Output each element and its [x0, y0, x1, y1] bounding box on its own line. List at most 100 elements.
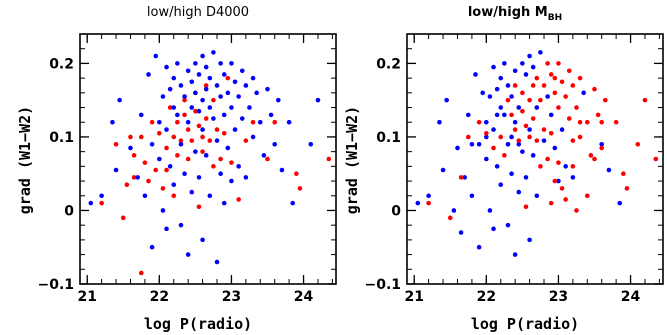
scatter-point-red: [570, 164, 576, 169]
scatter-point-blue: [512, 252, 518, 257]
scatter-point-blue: [149, 141, 155, 147]
scatter-point-red: [171, 134, 177, 140]
scatter-point-red: [541, 83, 547, 88]
scatter-point-blue: [171, 105, 177, 110]
scatter-point-blue: [203, 153, 209, 158]
scatter-point-blue: [178, 141, 184, 147]
scatter-point-blue: [167, 164, 173, 169]
scatter-point-red: [548, 200, 554, 206]
scatter-point-blue: [232, 79, 238, 85]
scatter-point-red: [160, 186, 166, 191]
scatter-point-red: [545, 61, 550, 66]
scatter-point-red: [574, 105, 579, 110]
x-tick-label: 23: [222, 289, 241, 305]
scatter-point-blue: [207, 75, 213, 81]
panel-left-ticks: 21 22 23 24 −0.1 0 0.1 0.2: [37, 33, 336, 305]
scatter-point-blue: [276, 97, 281, 103]
scatter-point-blue: [135, 175, 140, 180]
scatter-point-blue: [157, 156, 162, 162]
scatter-point-red: [516, 138, 522, 143]
scatter-point-blue: [484, 156, 489, 162]
scatter-point-blue: [286, 119, 292, 125]
scatter-point-red: [548, 130, 554, 136]
scatter-point-red: [512, 127, 518, 132]
scatter-point-blue: [207, 193, 213, 199]
scatter-point-red: [635, 141, 641, 147]
scatter-point-blue: [88, 200, 94, 206]
scatter-point-blue: [272, 141, 278, 147]
scatter-point-blue: [221, 72, 227, 77]
scatter-point-blue: [473, 72, 478, 77]
scatter-point-blue: [502, 61, 507, 66]
scatter-point-blue: [229, 178, 234, 184]
scatter-point-blue: [178, 83, 184, 88]
scatter-point-red: [502, 153, 507, 158]
scatter-point-red: [559, 79, 565, 85]
scatter-point-red: [642, 97, 648, 103]
panel-right-title: low/high MBH: [468, 5, 562, 23]
scatter-point-blue: [193, 90, 198, 96]
scatter-point-blue: [509, 171, 514, 177]
scatter-point-blue: [164, 127, 169, 132]
panel-right-ylabel: grad (W1−W2): [343, 106, 361, 214]
scatter-point-red: [138, 270, 144, 276]
x-tick-label: 22: [477, 289, 496, 305]
scatter-point-red: [653, 156, 659, 162]
scatter-point-blue: [250, 134, 256, 140]
scatter-point-blue: [236, 94, 241, 99]
scatter-point-blue: [505, 83, 511, 88]
scatter-point-blue: [494, 86, 500, 92]
scatter-point-blue: [455, 145, 460, 151]
scatter-point-blue: [117, 97, 122, 103]
scatter-point-blue: [193, 149, 198, 154]
scatter-point-red: [548, 72, 554, 77]
scatter-point-blue: [229, 105, 234, 110]
scatter-point-blue: [491, 127, 496, 132]
scatter-point-blue: [599, 141, 605, 147]
scatter-point-blue: [185, 119, 191, 125]
scatter-point-blue: [182, 171, 187, 177]
scatter-point-blue: [232, 127, 238, 132]
scatter-point-blue: [552, 145, 558, 151]
scatter-point-blue: [523, 72, 529, 77]
scatter-point-blue: [175, 112, 180, 118]
y-tick-label: 0.1: [49, 130, 74, 146]
scatter-point-blue: [200, 127, 205, 132]
panel-right-points: [415, 50, 659, 257]
scatter-point-red: [538, 97, 543, 103]
scatter-point-blue: [476, 141, 482, 147]
scatter-point-blue: [149, 244, 155, 250]
scatter-point-blue: [290, 200, 296, 206]
scatter-point-red: [530, 116, 536, 121]
scatter-point-blue: [494, 112, 500, 118]
scatter-point-red: [146, 178, 151, 184]
scatter-point-red: [196, 204, 202, 210]
scatter-point-red: [592, 156, 597, 162]
y-tick-label: 0: [391, 203, 401, 219]
x-tick-label: 24: [621, 289, 641, 305]
scatter-point-blue: [426, 193, 431, 199]
scatter-point-red: [566, 116, 572, 121]
scatter-point-blue: [308, 141, 314, 147]
scatter-point-blue: [110, 119, 115, 125]
scatter-point-blue: [469, 141, 475, 147]
scatter-point-red: [527, 97, 532, 103]
scatter-point-blue: [113, 167, 119, 173]
scatter-point-red: [294, 171, 299, 177]
scatter-point-red: [203, 116, 209, 121]
scatter-point-blue: [502, 112, 507, 118]
scatter-point-blue: [218, 61, 223, 66]
x-tick-label: 21: [77, 289, 96, 305]
scatter-point-red: [265, 156, 270, 162]
scatter-point-blue: [99, 193, 104, 199]
scatter-point-red: [530, 83, 536, 88]
scatter-point-red: [458, 175, 464, 180]
scatter-point-red: [128, 134, 133, 140]
scatter-point-red: [465, 134, 471, 140]
scatter-point-blue: [214, 138, 220, 143]
scatter-point-blue: [171, 75, 177, 81]
scatter-point-blue: [279, 167, 285, 173]
scatter-point-red: [556, 61, 561, 66]
scatter-point-blue: [512, 68, 518, 74]
scatter-point-red: [574, 208, 579, 213]
